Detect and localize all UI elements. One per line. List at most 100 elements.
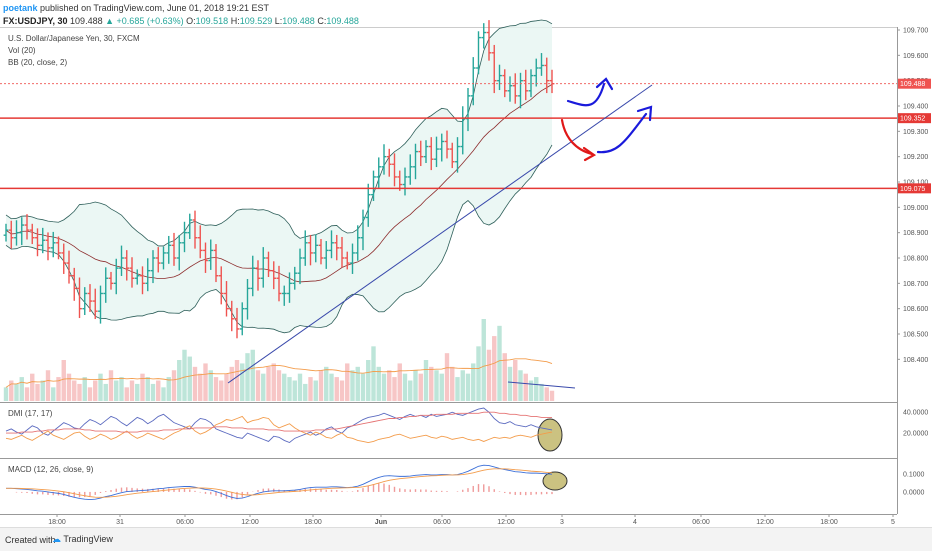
y-tick-label: 108.800 — [903, 255, 928, 262]
up-arrow-icon: ▲ — [105, 16, 115, 26]
price-bar — [449, 142, 455, 169]
dmi-tick-label: 40.0000 — [903, 410, 928, 417]
volume-bar — [366, 360, 371, 401]
volume-bar — [534, 377, 539, 401]
price-bar — [397, 170, 403, 191]
time-axis[interactable]: 18:00 31 06:00 12:00 18:00 Jun 06:00 12:00 3 4 06:… — [48, 514, 895, 526]
x-tick-label: 06:00 — [692, 519, 710, 526]
bb-lower — [5, 144, 553, 334]
price-bar — [187, 213, 193, 239]
volume-bar — [345, 363, 350, 401]
price-bar — [71, 267, 77, 301]
ohlc-line: FX:USDJPY, 30 109.488 ▲ +0.685 (+0.63%) … — [3, 16, 359, 26]
volume-bar — [276, 370, 282, 401]
created-with-text: Created with — [5, 535, 56, 545]
price-bar — [14, 220, 19, 246]
x-tick-label: Jun — [375, 519, 387, 526]
volume-bar — [313, 380, 318, 401]
price-bar — [239, 302, 245, 336]
volume-bar — [329, 373, 334, 401]
volume-bar — [492, 336, 497, 401]
price-bar — [407, 154, 413, 185]
down-arrow-head — [582, 146, 597, 162]
volume-bar — [355, 366, 360, 401]
volume-bar — [87, 387, 93, 401]
volume-bar — [30, 373, 35, 401]
dmi-plus-line — [5, 407, 553, 444]
price-bar — [266, 251, 271, 277]
volume-bar — [229, 366, 234, 401]
price-bar — [365, 183, 371, 227]
x-tick-label: 18:00 — [304, 519, 322, 526]
macd-legend: MACD (12, 26, close, 9) — [8, 465, 94, 474]
volume-bar — [182, 349, 187, 401]
tradingview-logo-icon[interactable]: ☁ TradingView — [52, 534, 113, 544]
volume-bar — [513, 360, 518, 401]
y-tick-label: 108.500 — [903, 331, 928, 338]
y-tick-label: 108.700 — [903, 281, 928, 288]
volume-bar — [114, 380, 119, 401]
dmi-minus-line — [5, 415, 553, 443]
volume-bar — [413, 370, 418, 401]
volume-bar — [51, 387, 56, 401]
volume-bar — [234, 360, 240, 401]
price-label-text: 109.075 — [900, 186, 925, 193]
price-bar — [35, 228, 40, 257]
price-bar — [171, 232, 177, 266]
volume-bar — [82, 377, 87, 401]
volume-bar — [418, 373, 423, 401]
price-bar — [381, 144, 387, 175]
price-bar — [176, 234, 182, 271]
volume-bar — [77, 383, 82, 401]
volume-bar — [129, 380, 135, 401]
price-bar — [19, 217, 25, 246]
price-bar — [297, 248, 303, 285]
x-tick-label: 12:00 — [756, 519, 774, 526]
volume-bar — [61, 360, 66, 401]
price-bar — [245, 279, 250, 320]
y-tick-label: 108.600 — [903, 306, 928, 313]
price-bar — [29, 223, 35, 245]
volume-bar — [45, 370, 51, 401]
publish-line: poetank published on TradingView.com, Ju… — [3, 3, 269, 13]
chart-canvas[interactable]: 40.0000 20.0000 0.1000 0.0000 109.700 109.6… — [0, 0, 932, 527]
close-value: 109.488 — [326, 16, 359, 26]
down-arrow-drawing — [560, 118, 594, 156]
grid-lines — [0, 27, 898, 515]
volume-bar — [350, 370, 355, 401]
price-bar — [218, 266, 224, 305]
price-bar — [497, 64, 502, 91]
volume-bar — [297, 373, 303, 401]
author-name[interactable]: poetank — [3, 3, 38, 13]
price-bar — [476, 31, 481, 75]
volume-bar — [439, 373, 444, 401]
volume-bar — [40, 380, 45, 401]
price-bar — [287, 272, 292, 303]
volume-bar — [145, 377, 150, 401]
volume-bar — [255, 370, 261, 401]
volume-bar — [539, 383, 544, 401]
close-label: C: — [317, 16, 327, 26]
volume-bar — [19, 377, 24, 401]
volume-bar — [282, 373, 287, 401]
volume-bar — [371, 346, 376, 401]
price-bar — [276, 265, 282, 302]
price-bar — [444, 130, 450, 159]
low-value: 109.488 — [282, 16, 315, 26]
price-bar — [428, 137, 434, 171]
volume-bar — [240, 363, 245, 401]
price-bar — [313, 234, 319, 263]
dmi-tick-label: 20.0000 — [903, 431, 928, 438]
price-label-box: 109.075 — [898, 183, 931, 194]
high-label: H: — [230, 16, 240, 26]
price-bar — [56, 236, 61, 260]
price-bar — [344, 251, 350, 270]
symbol-label[interactable]: FX:USDJPY, 30 — [3, 16, 68, 26]
price-axis[interactable]: 109.700109.600109.500109.400109.300109.2… — [897, 28, 931, 364]
y-tick-label: 108.400 — [903, 357, 928, 364]
price-bar — [103, 267, 109, 303]
y-tick-label: 108.900 — [903, 230, 928, 237]
price-bar — [192, 210, 198, 249]
y-tick-label: 109.300 — [903, 129, 928, 136]
volume-bar — [213, 377, 219, 401]
